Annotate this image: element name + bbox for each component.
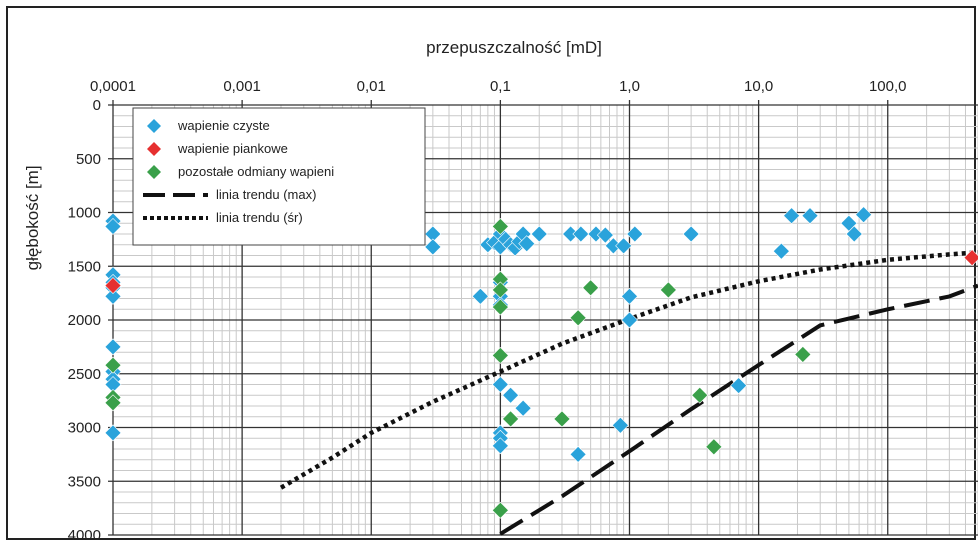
data-point [691,386,709,404]
legend-marker [147,165,161,179]
data-point [845,225,863,243]
data-point [491,298,509,316]
data-point [424,238,442,256]
data-point [502,386,520,404]
data-point [514,399,532,417]
x-tick-label: 0,001 [223,78,261,95]
legend-box [132,107,426,246]
legend-marker [147,119,161,133]
data-point [801,207,819,225]
data-point [615,237,633,255]
data-point [569,309,587,327]
y-tick-label: 1500 [68,258,101,275]
data-point [569,445,587,463]
data-point [491,281,509,299]
y-tick-label: 1000 [68,205,101,222]
data-point [104,287,122,305]
data-point [104,338,122,356]
data-point [611,416,629,434]
data-point [963,249,978,267]
x-tick-label: 1,0 [619,78,640,95]
data-point [104,218,122,235]
data-points [104,206,978,519]
data-point [518,235,536,253]
data-point [530,225,548,243]
data-point [491,376,509,393]
y-tick-label: 3500 [68,473,101,490]
legend-marker [147,142,161,156]
data-point [572,225,590,243]
data-point [705,438,723,456]
y-tick-label: 2000 [68,312,101,329]
legend-label: linia trendu (max) [216,187,316,202]
chart: przepuszczalność [mD] głębokość [m] 0,00… [23,38,978,542]
y-tick-label: 3000 [68,420,101,437]
trend-lines [279,250,978,536]
data-point [582,279,600,297]
y-tick-label: 0 [93,97,101,114]
data-point [626,225,644,243]
legend-label: wapienie piankowe [177,141,288,156]
chart-frame: przepuszczalność [mD] głębokość [m] 0,00… [6,6,978,542]
y-tick-label: 500 [76,151,101,168]
x-tick-label: 0,0001 [90,78,136,95]
data-point [855,206,873,224]
x-tick-label: 100,0 [869,78,907,95]
data-point [491,501,509,519]
data-point [104,394,122,412]
data-point [621,287,638,305]
data-point [659,281,677,299]
data-point [491,347,509,364]
data-point [104,424,122,442]
x-tick-label: 10,0 [744,78,773,95]
data-point [553,410,571,428]
trend-line [499,283,978,536]
data-point [772,242,790,260]
data-point [471,287,489,305]
x-tick-label: 0,01 [357,78,386,95]
legend-label: linia trendu (śr) [216,210,303,225]
trend-line [279,250,978,490]
data-point [104,356,122,374]
legend-label: wapienie czyste [177,118,270,133]
data-point [491,437,509,455]
data-point [502,410,520,428]
y-tick-label: 2500 [68,366,101,383]
data-point [491,218,509,235]
x-axis-title: przepuszczalność [mD] [426,38,602,57]
axes: przepuszczalność [mD] głębokość [m] 0,00… [23,38,907,542]
data-point [682,225,700,243]
data-point [596,226,614,244]
legend-label: pozostałe odmiany wapieni [178,164,334,179]
y-axis-title: głębokość [m] [23,165,42,270]
data-point [730,377,748,394]
data-point [621,311,638,329]
data-point [794,345,812,363]
legend: wapienie czyste wapienie piankowe pozostał… [132,107,426,246]
data-point [783,207,801,225]
data-point [104,277,122,295]
x-tick-label: 0,1 [490,78,511,95]
y-tick-label: 4000 [68,527,101,542]
